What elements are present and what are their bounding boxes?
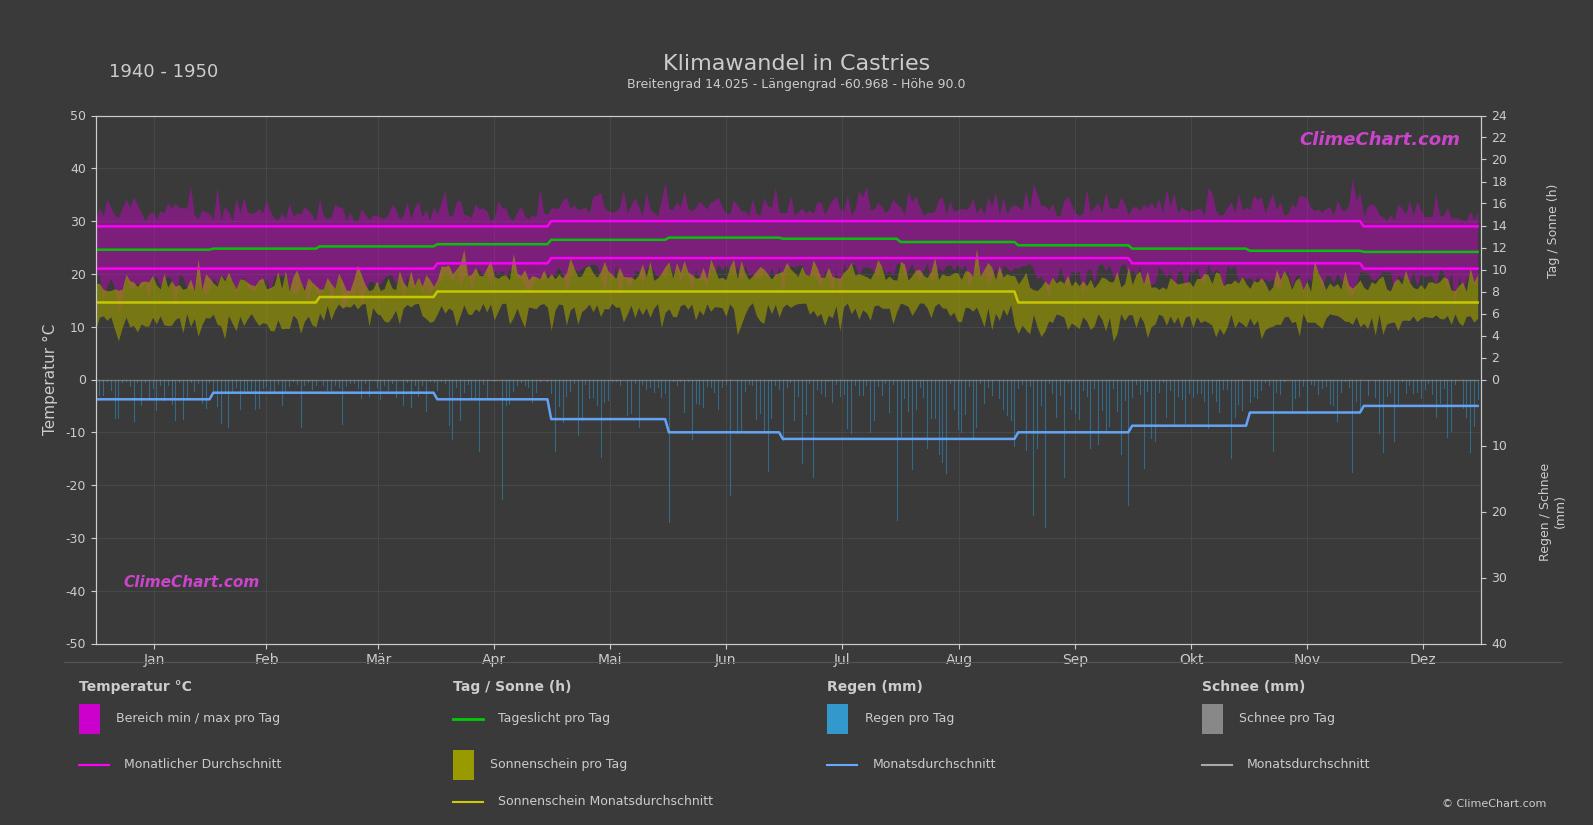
Text: Monatsdurchschnitt: Monatsdurchschnitt (1247, 758, 1370, 771)
Text: Temperatur °C: Temperatur °C (78, 680, 191, 694)
Bar (1201, 704, 1223, 733)
Bar (78, 704, 100, 733)
Text: Tageslicht pro Tag: Tageslicht pro Tag (499, 712, 610, 725)
Text: Regen / Schnee
(mm): Regen / Schnee (mm) (1539, 463, 1568, 560)
Text: Schnee pro Tag: Schnee pro Tag (1239, 712, 1335, 725)
Text: © ClimeChart.com: © ClimeChart.com (1442, 799, 1547, 809)
Text: Regen pro Tag: Regen pro Tag (865, 712, 954, 725)
Text: Tag / Sonne (h): Tag / Sonne (h) (452, 680, 572, 694)
Text: Sonnenschein Monatsdurchschnitt: Sonnenschein Monatsdurchschnitt (499, 795, 714, 808)
Bar (827, 704, 849, 733)
Bar (452, 750, 475, 780)
Text: Regen (mm): Regen (mm) (827, 680, 924, 694)
Text: Sonnenschein pro Tag: Sonnenschein pro Tag (491, 758, 628, 771)
Text: Breitengrad 14.025 - Längengrad -60.968 - Höhe 90.0: Breitengrad 14.025 - Längengrad -60.968 … (628, 78, 965, 92)
Text: Schnee (mm): Schnee (mm) (1201, 680, 1305, 694)
Text: Bereich min / max pro Tag: Bereich min / max pro Tag (116, 712, 280, 725)
Text: 1940 - 1950: 1940 - 1950 (110, 63, 218, 81)
Text: ClimeChart.com: ClimeChart.com (123, 575, 260, 590)
Text: Monatlicher Durchschnitt: Monatlicher Durchschnitt (124, 758, 280, 771)
Y-axis label: Temperatur °C: Temperatur °C (43, 323, 59, 436)
Text: Klimawandel in Castries: Klimawandel in Castries (663, 54, 930, 73)
Text: Monatsdurchschnitt: Monatsdurchschnitt (873, 758, 996, 771)
Text: ClimeChart.com: ClimeChart.com (1300, 131, 1461, 149)
Text: Tag / Sonne (h): Tag / Sonne (h) (1547, 184, 1560, 278)
